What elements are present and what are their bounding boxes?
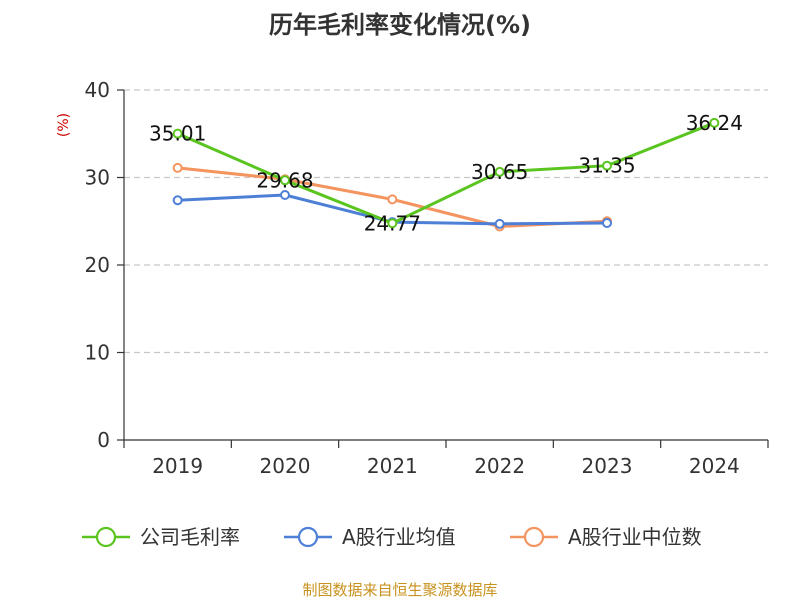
data-point (387, 194, 398, 205)
data-point (602, 218, 612, 228)
data-label: 36.24 (686, 111, 743, 135)
y-tick-label: 40 (85, 78, 110, 102)
chart-title: 历年毛利率变化情况(%) (269, 11, 531, 39)
series-line (177, 121, 715, 225)
data-point (280, 190, 290, 200)
data-label: 24.77 (364, 211, 421, 235)
legend-marker (523, 526, 545, 548)
x-tick-label: 2024 (689, 454, 740, 478)
gridlines (124, 89, 768, 354)
legend-label: A股行业均值 (342, 525, 456, 549)
data-point (172, 195, 183, 206)
data-point (494, 166, 505, 177)
legend-label: 公司毛利率 (140, 525, 240, 549)
data-label: 30.65 (471, 160, 528, 184)
data-point (280, 175, 290, 186)
x-tick-label: 2023 (582, 454, 633, 478)
x-tick-label: 2022 (474, 454, 525, 478)
legend-marker (297, 526, 319, 548)
data-point (709, 117, 720, 128)
data-point (602, 160, 612, 171)
series-lines (172, 117, 720, 232)
y-tick-label: 0 (97, 428, 110, 452)
legend: 公司毛利率 A股行业均值 A股行业中位数 (82, 525, 702, 549)
data-label: 31.35 (578, 154, 635, 178)
y-tick-label: 20 (85, 253, 110, 277)
data-point (494, 218, 505, 229)
data-label: 29.68 (256, 168, 313, 192)
y-axis-unit-label: (%) (56, 113, 72, 137)
data-label: 35.01 (149, 122, 206, 146)
source-note: 制图数据来自恒生聚源数据库 (302, 581, 497, 599)
data-point (172, 162, 183, 173)
data-point (172, 128, 183, 139)
y-tick-label: 10 (85, 341, 110, 365)
x-tick-label: 2019 (152, 454, 203, 478)
axes: 0 10 20 30 40 2019 2020 2021 2022 2023 2024 (85, 78, 769, 478)
data-point (387, 218, 398, 229)
data-labels: 35.01 29.68 24.77 30.65 31.35 36.24 (149, 111, 743, 235)
x-tick-label: 2021 (367, 454, 418, 478)
y-tick-label: 30 (85, 166, 110, 190)
legend-marker (95, 526, 117, 548)
x-tick-label: 2020 (260, 454, 311, 478)
legend-label: A股行业中位数 (568, 525, 702, 549)
